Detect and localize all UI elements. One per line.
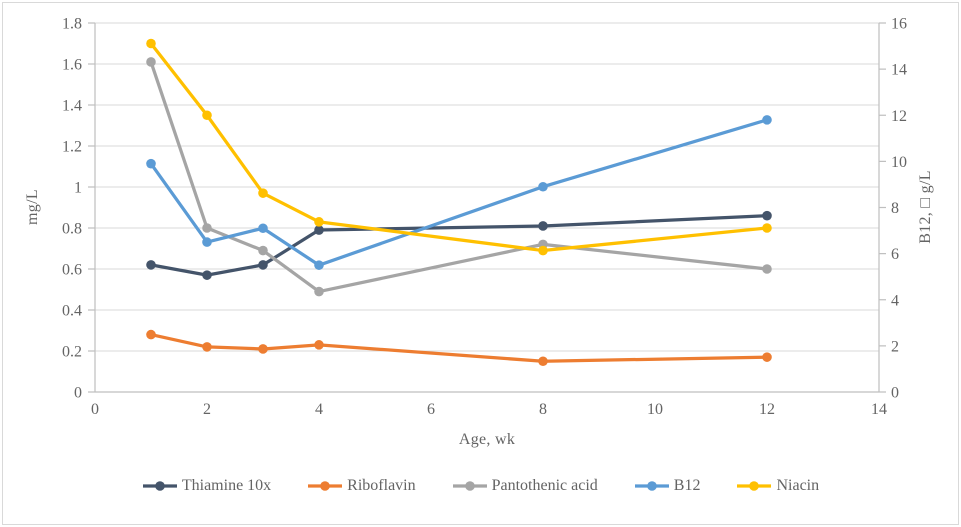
y-tick-label-right: 2	[891, 338, 899, 355]
y-tick-label-left: 1.2	[62, 139, 82, 156]
legend-item-b12: B12	[634, 477, 701, 495]
x-tick-label: 8	[539, 401, 547, 418]
series-marker-pantothenic-acid	[258, 245, 268, 256]
series-marker-niacin	[762, 223, 772, 233]
series-line-b12	[149, 118, 769, 267]
y-tick-label-left: 0.2	[62, 344, 82, 361]
x-tick-label: 12	[759, 401, 775, 418]
series-marker-thiamine-10x	[538, 221, 548, 231]
x-tick-label: 4	[315, 401, 323, 418]
series-marker-riboflavin	[202, 342, 212, 352]
left-axis-title: mg/L	[24, 189, 41, 225]
series-marker-niacin	[538, 245, 548, 256]
series-marker-niacin	[146, 38, 156, 49]
legend-swatch-pantothenic-acid	[452, 481, 487, 491]
series-line-thiamine-10x	[149, 214, 769, 277]
series-marker-pantothenic-acid	[762, 264, 772, 274]
y-tick-label-left: 1.6	[62, 57, 82, 74]
series-marker-pantothenic-acid	[202, 223, 212, 233]
legend-swatch-b12	[634, 481, 669, 491]
y-tick-label-left: 1	[74, 180, 82, 197]
series-line-niacin	[149, 41, 769, 253]
series-line-riboflavin	[149, 332, 769, 363]
series-line-pantothenic-acid	[149, 60, 769, 294]
series-marker-niacin	[314, 217, 324, 227]
x-tick-label: 10	[647, 401, 663, 418]
series-marker-thiamine-10x	[258, 260, 268, 270]
y-tick-label-left: 0.4	[62, 303, 82, 320]
x-axis-title: Age, wk	[458, 431, 516, 448]
series-marker-b12	[538, 181, 548, 192]
y-tick-label-left: 1.4	[62, 98, 82, 115]
chart-legend: Thiamine 10x Riboflavin Pantothenic acid B1…	[0, 477, 961, 495]
y-tick-label-right: 10	[891, 154, 907, 171]
y-tick-label-left: 0	[74, 385, 82, 402]
series-marker-b12	[762, 115, 772, 125]
legend-swatch-niacin	[737, 481, 772, 491]
y-tick-label-left: 0.8	[62, 221, 82, 238]
y-tick-label-right: 0	[891, 385, 899, 402]
y-tick-label-right: 14	[891, 62, 907, 79]
legend-item-niacin: Niacin	[736, 477, 819, 495]
y-tick-label-right: 16	[891, 16, 907, 33]
series-marker-b12	[146, 158, 156, 169]
x-tick-label: 6	[427, 401, 435, 418]
x-tick-label: 14	[871, 401, 887, 418]
legend-item-riboflavin: Riboflavin	[307, 477, 416, 495]
series-marker-riboflavin	[146, 329, 156, 340]
series-marker-riboflavin	[314, 340, 324, 350]
legend-label-pantothenic-acid: Pantothenic acid	[491, 477, 598, 494]
legend-swatch-thiamine-10x	[142, 481, 177, 491]
series-marker-thiamine-10x	[762, 210, 772, 221]
series-marker-riboflavin	[258, 344, 268, 354]
series-marker-thiamine-10x	[314, 225, 324, 235]
legend-item-thiamine-10x: Thiamine 10x	[142, 477, 271, 495]
series-marker-b12	[314, 260, 324, 270]
legend-label-b12: B12	[673, 477, 701, 494]
series-marker-riboflavin	[538, 356, 548, 367]
series-marker-b12	[202, 237, 212, 247]
series-marker-pantothenic-acid	[314, 286, 324, 297]
series-marker-pantothenic-acid	[146, 57, 156, 67]
series-marker-riboflavin	[762, 352, 772, 362]
series-marker-thiamine-10x	[146, 260, 156, 270]
x-tick-label: 2	[203, 401, 211, 418]
series-marker-b12	[258, 223, 268, 234]
y-tick-label-left: 0.6	[62, 262, 82, 279]
legend-label-thiamine-10x: Thiamine 10x	[181, 477, 272, 494]
y-tick-label-right: 8	[891, 200, 899, 217]
y-tick-label-right: 6	[891, 246, 899, 263]
legend-item-pantothenic-acid: Pantothenic acid	[452, 477, 598, 495]
legend-label-niacin: Niacin	[776, 477, 820, 494]
legend-label-riboflavin: Riboflavin	[347, 477, 416, 494]
y-tick-label-right: 4	[891, 292, 899, 309]
right-axis-title: B12, □ g/L	[917, 170, 934, 244]
series-marker-niacin	[202, 110, 212, 121]
legend-swatch-riboflavin	[308, 481, 343, 491]
y-tick-label-left: 1.8	[62, 16, 82, 33]
y-tick-label-right: 12	[891, 108, 907, 125]
series-marker-niacin	[258, 188, 268, 198]
series-marker-thiamine-10x	[202, 270, 212, 280]
x-tick-label: 0	[91, 401, 99, 418]
